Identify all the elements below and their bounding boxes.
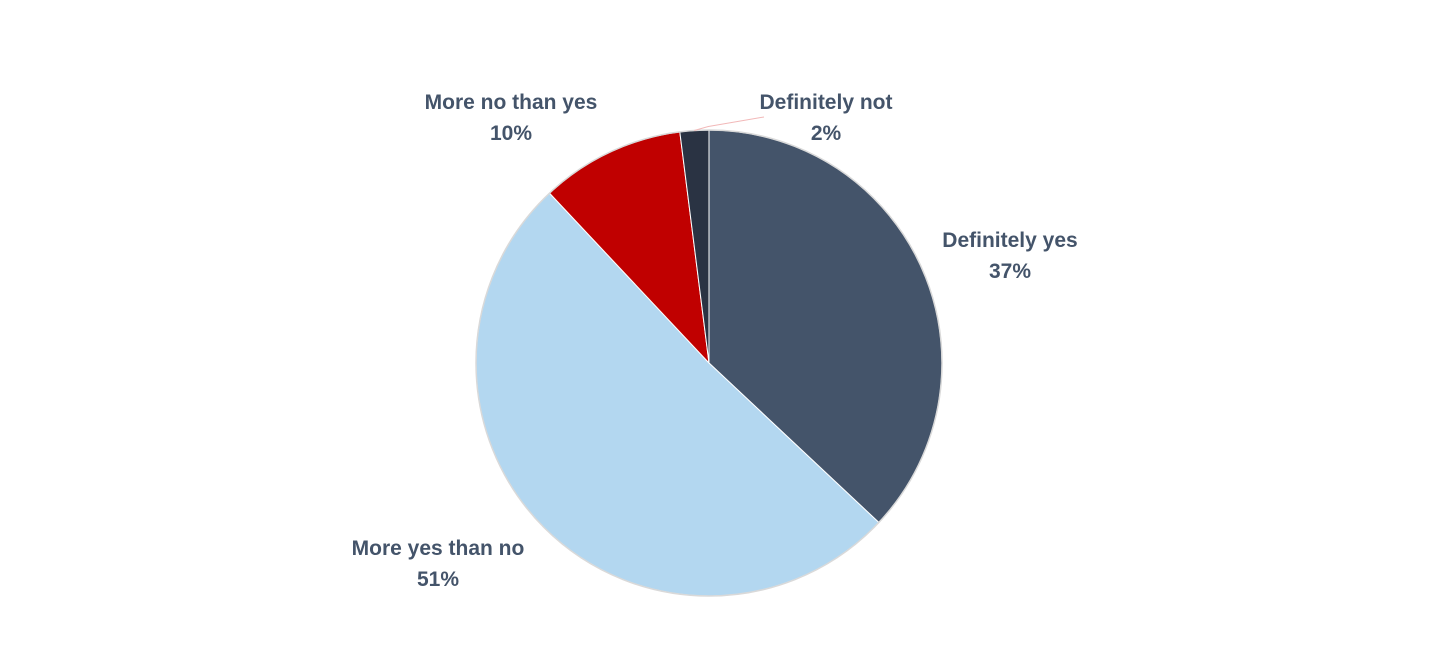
slice-label-more-no-than-yes: More no than yes xyxy=(425,91,598,114)
slice-value-definitely-yes: 37% xyxy=(989,260,1031,283)
leader-lines xyxy=(694,116,765,131)
slice-label-more-yes-than-no: More yes than no xyxy=(352,537,525,560)
leader-line-definitely-not xyxy=(694,116,765,131)
pie-slices xyxy=(475,129,943,597)
slice-value-definitely-not: 2% xyxy=(811,122,842,145)
slice-label-definitely-yes: Definitely yes xyxy=(942,229,1077,252)
slice-value-more-yes-than-no: 51% xyxy=(417,568,459,591)
slice-label-definitely-not: Definitely not xyxy=(759,91,892,114)
slice-value-more-no-than-yes: 10% xyxy=(490,122,532,145)
pie-outline xyxy=(475,129,943,597)
slice-labels: Definitely yes 37% More yes than no 51% More… xyxy=(352,91,1078,591)
